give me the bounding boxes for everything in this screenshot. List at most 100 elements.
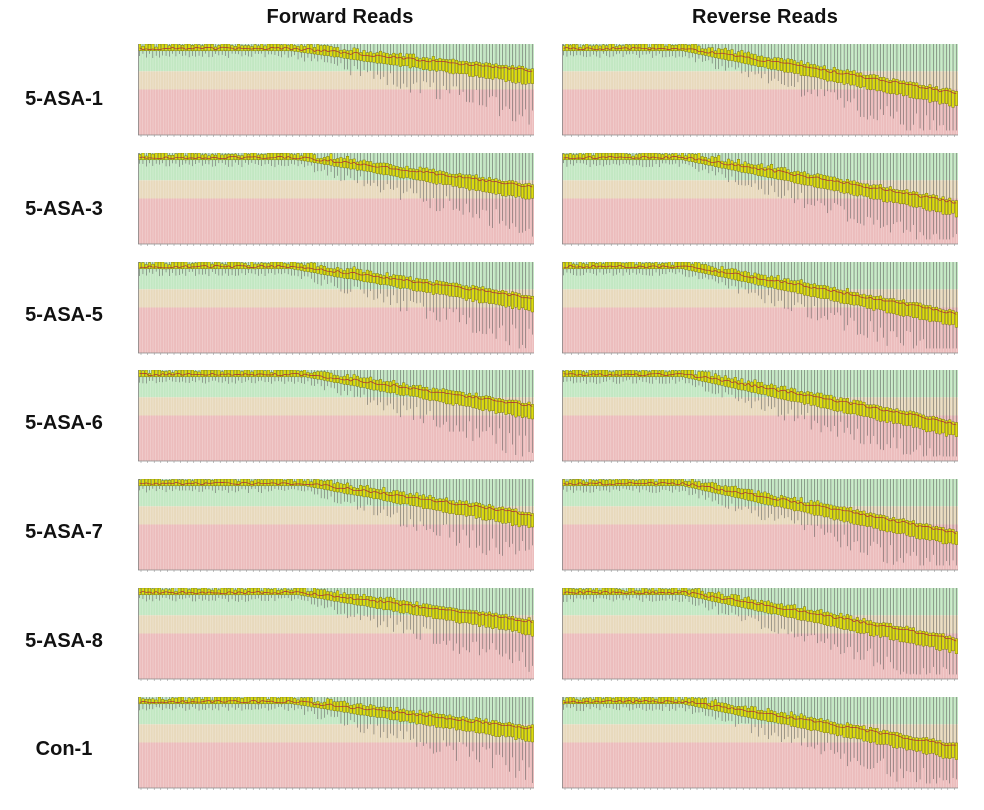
box: [684, 155, 688, 161]
box: [796, 62, 800, 74]
box: [756, 382, 760, 395]
box: [806, 282, 810, 296]
box: [187, 153, 191, 161]
box: [322, 157, 326, 165]
box: [171, 479, 175, 487]
box: [283, 153, 287, 161]
box: [520, 618, 524, 635]
box: [733, 706, 737, 715]
box: [481, 286, 485, 304]
box: [471, 610, 475, 625]
box: [585, 153, 589, 161]
box: [418, 495, 422, 508]
box: [898, 410, 902, 424]
box: [375, 379, 379, 391]
box: [638, 153, 642, 161]
box: [144, 479, 148, 487]
box: [931, 738, 935, 754]
box: [247, 370, 251, 378]
box: [362, 272, 366, 282]
box: [484, 505, 488, 521]
box: [405, 494, 409, 505]
box: [865, 620, 869, 634]
box: [276, 370, 280, 378]
box: [520, 725, 524, 740]
zone-reasonable: [138, 289, 534, 308]
box: [484, 612, 488, 628]
box: [164, 263, 168, 270]
box: [418, 278, 422, 292]
box: [892, 409, 896, 424]
box: [151, 153, 155, 161]
box: [776, 275, 780, 290]
box: [497, 507, 501, 523]
box: [595, 153, 599, 161]
box: [849, 723, 853, 739]
box: [412, 53, 416, 68]
box: [362, 594, 366, 606]
box: [273, 262, 277, 270]
box: [760, 163, 764, 177]
box: [641, 44, 645, 52]
box: [915, 191, 919, 208]
box: [280, 370, 284, 378]
box: [892, 188, 896, 203]
box: [464, 717, 468, 732]
box: [651, 44, 655, 52]
box: [398, 167, 402, 179]
box: [418, 166, 422, 181]
box: [621, 370, 625, 378]
box: [565, 588, 569, 596]
box: [793, 280, 797, 293]
box: [385, 272, 389, 286]
box: [405, 165, 409, 178]
box: [829, 504, 833, 519]
box: [388, 164, 392, 176]
box: [803, 606, 807, 621]
box: [770, 383, 774, 397]
box: [862, 510, 866, 526]
box: [671, 588, 675, 596]
box: [412, 710, 416, 723]
box: [425, 712, 429, 726]
box: [190, 45, 194, 52]
box: [375, 489, 379, 500]
box: [379, 596, 383, 609]
box: [441, 714, 445, 729]
box: [598, 45, 602, 52]
box: [164, 153, 168, 161]
box: [898, 80, 902, 95]
box: [458, 391, 462, 406]
box: [591, 45, 595, 52]
box: [461, 392, 465, 407]
box: [938, 740, 942, 757]
box: [921, 304, 925, 320]
box: [849, 180, 853, 195]
box: [425, 496, 429, 509]
box: [783, 605, 787, 617]
box: [786, 497, 790, 509]
box: [382, 706, 386, 718]
box: [379, 274, 383, 285]
box: [723, 596, 727, 604]
box: [405, 384, 409, 396]
box: [819, 609, 823, 624]
box: [885, 407, 889, 423]
box: [375, 597, 379, 609]
box: [720, 702, 724, 713]
box: [951, 200, 955, 214]
box: [581, 371, 585, 378]
box: [402, 275, 406, 289]
box: [527, 617, 531, 635]
box: [349, 159, 353, 170]
box: [882, 187, 886, 202]
box: [786, 278, 790, 292]
zone-poor: [562, 633, 958, 679]
box: [395, 274, 399, 288]
box: [382, 598, 386, 611]
box: [799, 279, 803, 295]
box: [299, 371, 303, 378]
box: [638, 44, 642, 52]
zone-good: [562, 588, 958, 616]
grid-stripes: [563, 44, 957, 135]
